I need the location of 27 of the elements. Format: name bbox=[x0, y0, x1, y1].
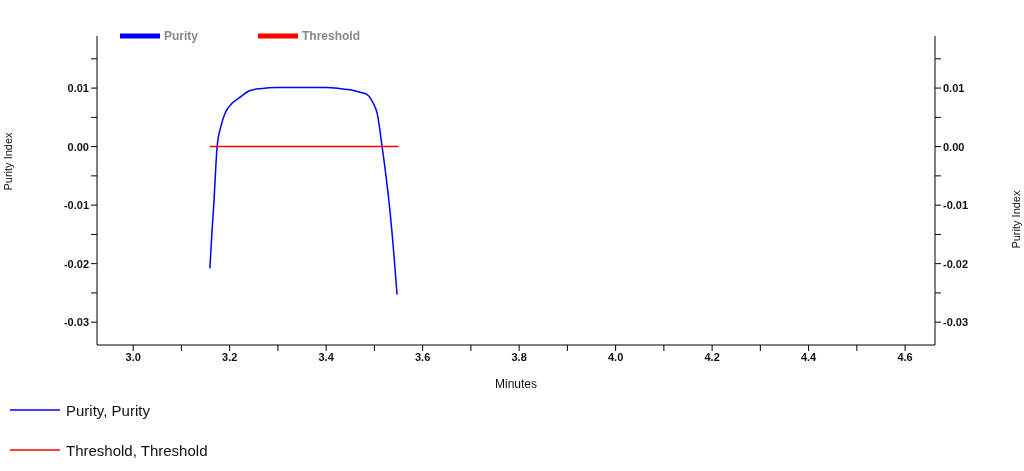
x-axis-title: Minutes bbox=[494, 377, 538, 391]
x-tick-label: 4.2 bbox=[704, 350, 720, 363]
y2-tick-label: -0.03 bbox=[943, 316, 969, 329]
x-tick-label: 3.6 bbox=[415, 350, 431, 363]
x-tick-label: 4.0 bbox=[607, 350, 624, 363]
y2-tick-label: -0.01 bbox=[943, 199, 969, 212]
y2-tick-label: 0.00 bbox=[943, 140, 965, 153]
y-tick-label: 0.01 bbox=[67, 81, 89, 94]
x-tick-label: 3.4 bbox=[318, 350, 335, 363]
y-axis-title: Purity Index bbox=[1, 131, 14, 191]
y2-tick-label: 0.01 bbox=[943, 81, 965, 94]
y-tick-label: -0.01 bbox=[63, 199, 89, 212]
x-tick-label: 3.0 bbox=[125, 350, 141, 363]
y-tick-label: -0.02 bbox=[63, 257, 89, 270]
y2-axis-title: Purity Index bbox=[1009, 190, 1022, 249]
x-tick-label: 4.6 bbox=[897, 350, 913, 363]
y2-tick-label: -0.02 bbox=[943, 257, 969, 270]
y-tick-label: 0.00 bbox=[67, 140, 89, 153]
text: Purity, Purity bbox=[66, 401, 150, 419]
x-tick-label: 3.2 bbox=[222, 350, 238, 363]
y-tick-label: -0.03 bbox=[63, 316, 89, 329]
text: Threshold, Threshold bbox=[66, 441, 208, 459]
line-series bbox=[209, 86, 398, 296]
legend-label: Purity bbox=[164, 29, 199, 44]
legend-label: Threshold bbox=[302, 29, 361, 44]
x-tick-label: 4.4 bbox=[800, 350, 818, 363]
x-tick-label: 3.8 bbox=[511, 350, 527, 363]
